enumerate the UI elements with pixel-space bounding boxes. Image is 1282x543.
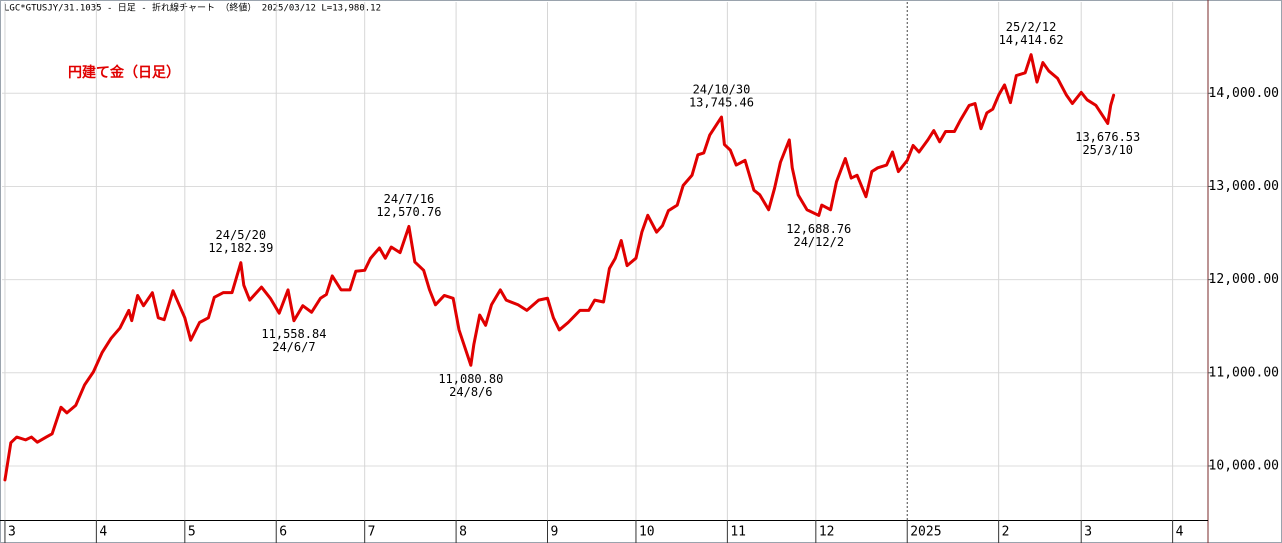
y-tick-label: 11,000.00 [1209,365,1279,380]
annotation-date: 24/5/20 [216,228,267,242]
x-tick-label: 6 [279,525,287,540]
x-tick-label: 10 [639,525,655,540]
y-tick-label: 10,000.00 [1209,458,1279,473]
y-tick-label: 14,000.00 [1209,86,1279,101]
annotation-date: 24/8/6 [449,385,492,399]
y-tick-label: 13,000.00 [1209,179,1279,194]
x-tick-label: 11 [730,525,746,540]
annotation-value: 12,570.76 [376,205,441,219]
annotation-value: 13,676.53 [1075,130,1140,144]
x-tick-label: 12 [819,525,835,540]
annotation-date: 24/10/30 [693,83,751,97]
annotation-date: 24/7/16 [384,192,435,206]
x-tick-label: 4 [99,525,107,540]
annotation-value: 13,745.46 [689,96,754,110]
annotation-value: 12,182.39 [208,241,273,255]
x-tick-label: 3 [1084,525,1092,540]
x-tick-label: 8 [459,525,467,540]
annotation-date: 25/2/12 [1006,20,1057,34]
y-tick-label: 12,000.00 [1209,272,1279,287]
annotation-value: 11,558.84 [261,327,326,341]
x-tick-label: 2025 [910,525,941,540]
x-tick-label: 7 [368,525,376,540]
chart-title: LGC*GTUSJY/31.1035 - 日足 - 折れ線チャート （終値） 2… [4,2,381,14]
annotation-date: 25/3/10 [1082,143,1133,157]
annotation-value: 11,080.80 [438,372,503,386]
x-tick-label: 4 [1176,525,1184,540]
annotation-date: 24/12/2 [793,235,844,249]
x-tick-label: 9 [551,525,559,540]
annotation-value: 14,414.62 [999,33,1064,47]
annotation-date: 24/6/7 [272,340,315,354]
price-line [3,53,1116,482]
x-tick-label: 5 [188,525,196,540]
annotation-value: 12,688.76 [786,222,851,236]
chart-subtitle: 円建て金（日足） [68,64,180,81]
x-tick-label: 2 [1002,525,1010,540]
x-tick-label: 3 [8,525,16,540]
